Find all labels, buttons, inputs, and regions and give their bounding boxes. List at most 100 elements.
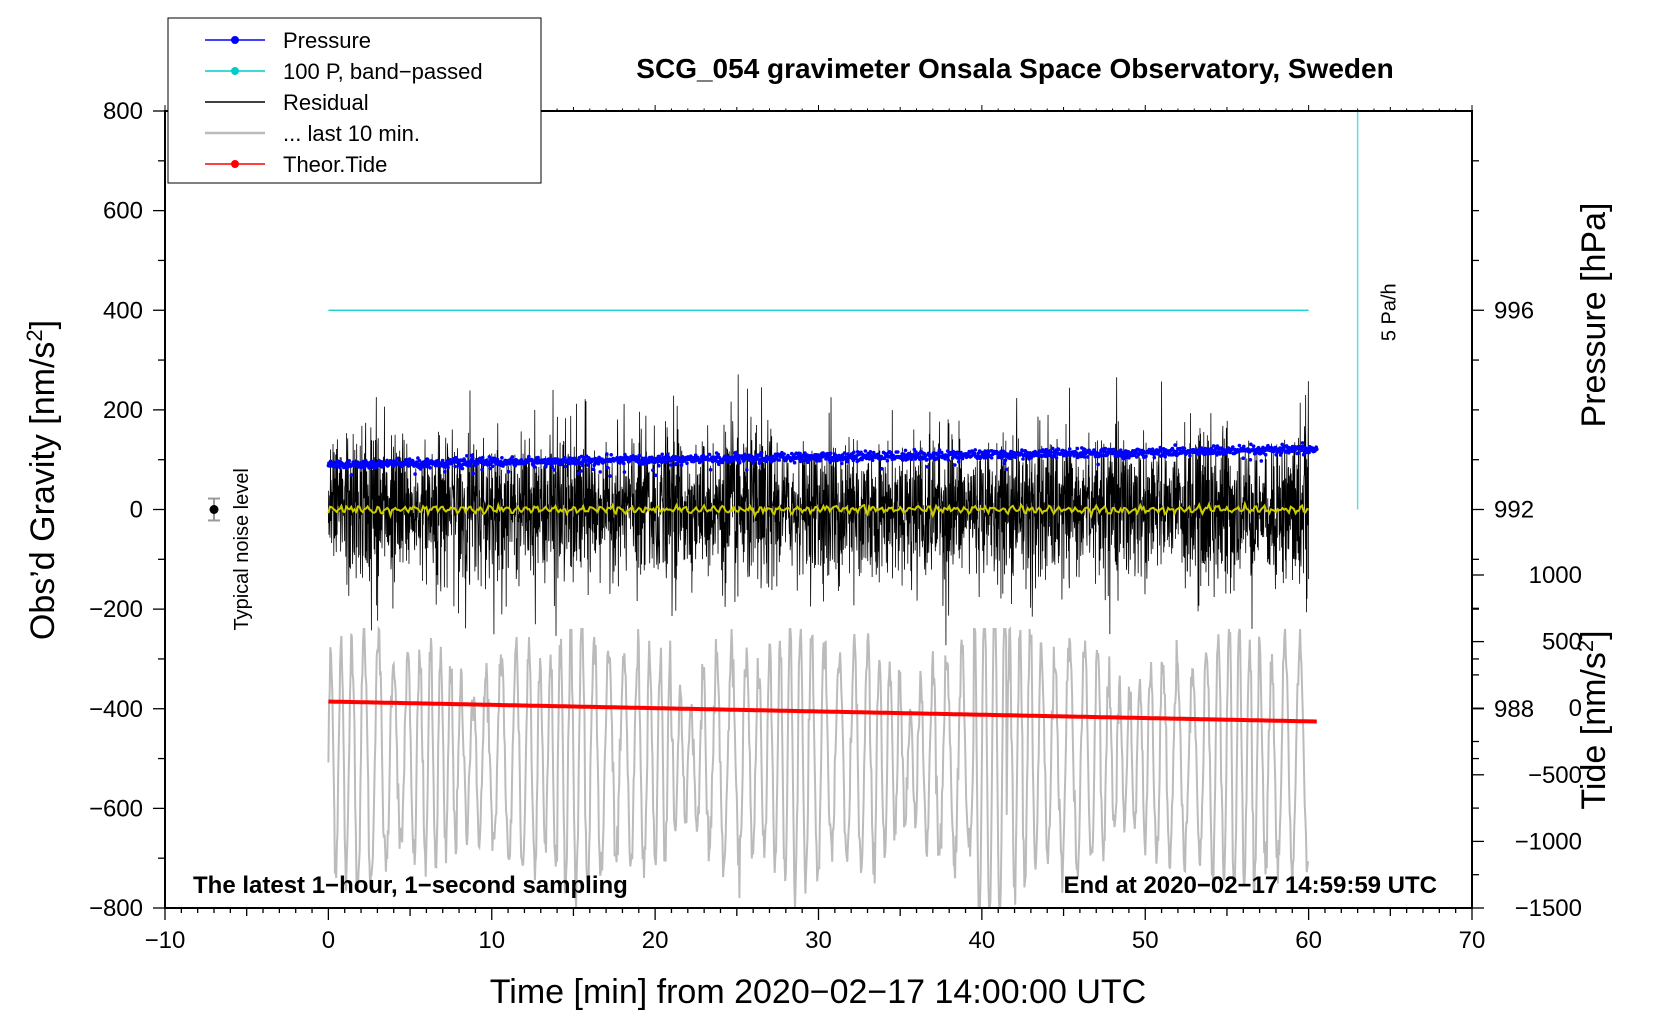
pressure-point xyxy=(385,458,389,463)
pressure-point xyxy=(579,469,583,473)
x-tick-label: −10 xyxy=(145,927,186,954)
pressure-point xyxy=(1144,454,1148,459)
pressure-point xyxy=(653,473,658,478)
pressure-point xyxy=(413,472,417,476)
pressure-point xyxy=(842,451,847,455)
residual-smoothed-series xyxy=(327,500,1309,520)
pressure-point xyxy=(374,465,378,470)
pressure-point xyxy=(349,473,354,477)
pressure-point xyxy=(840,461,844,466)
pressure-point xyxy=(777,458,781,462)
pressure-point xyxy=(460,466,465,471)
pressure-point xyxy=(1211,444,1216,448)
pressure-point xyxy=(669,463,673,467)
pressure-point xyxy=(693,453,698,458)
y-axis-label-left-main: Obs’d Gravity [nm/s xyxy=(24,342,62,641)
x-tick-label: 60 xyxy=(1295,927,1322,954)
pressure-point xyxy=(1242,444,1246,449)
pressure-point xyxy=(453,464,458,469)
pressure-point xyxy=(488,466,493,471)
y-tick-label: −600 xyxy=(89,795,143,822)
pressure-point xyxy=(876,452,880,457)
pressure-point xyxy=(454,455,458,460)
x-tick-label: 30 xyxy=(805,927,832,954)
pressure-point xyxy=(480,467,484,472)
pressure-point xyxy=(1263,452,1268,457)
x-tick-label: 10 xyxy=(478,927,505,954)
pressure-point xyxy=(406,464,411,468)
last-10-min-series xyxy=(327,625,1310,909)
pressure-point xyxy=(338,465,342,470)
pressure-point xyxy=(708,467,713,472)
pressure-rate-scale: 5 Pa/h xyxy=(1356,111,1401,510)
pressure-point xyxy=(416,462,421,467)
pressure-point xyxy=(622,470,627,474)
pressure-point xyxy=(957,459,961,464)
pressure-point xyxy=(782,452,786,456)
pressure-series xyxy=(326,441,1319,478)
x-tick-label: 40 xyxy=(969,927,996,954)
tide-axis-label-end: ] xyxy=(1575,630,1613,639)
pressure-point xyxy=(563,456,567,460)
pressure-point xyxy=(657,463,661,468)
pressure-point xyxy=(737,460,742,465)
pressure-point xyxy=(424,461,428,466)
y-axis-label-left-end: ] xyxy=(24,320,62,329)
pressure-point xyxy=(868,450,873,454)
pressure-point xyxy=(1096,462,1100,467)
pressure-point xyxy=(471,456,475,460)
pressure-point xyxy=(1103,446,1108,451)
pressure-point xyxy=(637,453,641,458)
pressure-point xyxy=(1296,451,1301,455)
pressure-point xyxy=(685,461,689,466)
pressure-point xyxy=(960,456,965,461)
legend-marker xyxy=(231,160,239,168)
pressure-point xyxy=(609,453,613,457)
pressure-point xyxy=(664,460,669,465)
pressure-point xyxy=(1021,457,1025,461)
pressure-point xyxy=(747,453,751,458)
x-tick-label: 50 xyxy=(1132,927,1159,954)
pressure-point xyxy=(552,468,556,472)
pressure-point xyxy=(792,460,797,465)
pressure-point xyxy=(608,474,612,478)
pressure-point xyxy=(533,465,537,469)
pressure-point xyxy=(580,463,585,468)
pressure-point xyxy=(679,463,684,467)
pressure-point xyxy=(880,467,884,471)
pressure-point xyxy=(870,458,875,463)
tide-tick-label: 0 xyxy=(1569,695,1582,722)
pressure-point xyxy=(1188,453,1192,458)
chart-title: SCG_054 gravimeter Onsala Space Observat… xyxy=(636,53,1393,84)
legend-label: 100 P, band−passed xyxy=(283,59,483,84)
pressure-point xyxy=(716,452,721,457)
pressure-point xyxy=(1043,454,1048,459)
tide-tick-label: −500 xyxy=(1528,762,1582,789)
noise-label: Typical noise level xyxy=(231,468,253,630)
pressure-point xyxy=(480,455,485,460)
pressure-point xyxy=(1014,455,1018,460)
pressure-point xyxy=(1111,447,1115,452)
pressure-point xyxy=(925,465,930,469)
pressure-point xyxy=(487,455,492,459)
pressure-tick-label: 996 xyxy=(1494,297,1534,324)
pressure-point xyxy=(852,450,856,455)
pressure-point xyxy=(806,460,810,465)
annotation-right: End at 2020−02−17 14:59:59 UTC xyxy=(1063,872,1437,899)
legend-label: ... last 10 min. xyxy=(283,121,420,146)
y-axis-label-left-sup: 2 xyxy=(22,329,47,341)
pressure-point xyxy=(490,464,495,469)
pressure-point xyxy=(953,463,957,467)
pressure-point xyxy=(1301,444,1305,449)
pressure-point xyxy=(644,456,648,460)
pressure-point xyxy=(734,450,739,455)
pressure-point xyxy=(1249,442,1253,447)
x-tick-label: 70 xyxy=(1459,927,1486,954)
tide-axis-label: Tide [nm/s2] xyxy=(1573,630,1613,809)
pressure-point xyxy=(791,458,795,462)
pressure-point xyxy=(1004,467,1009,472)
y-tick-label: −400 xyxy=(89,696,143,723)
pressure-point xyxy=(1173,443,1177,447)
pressure-point xyxy=(1274,453,1278,457)
pressure-point xyxy=(845,459,850,464)
